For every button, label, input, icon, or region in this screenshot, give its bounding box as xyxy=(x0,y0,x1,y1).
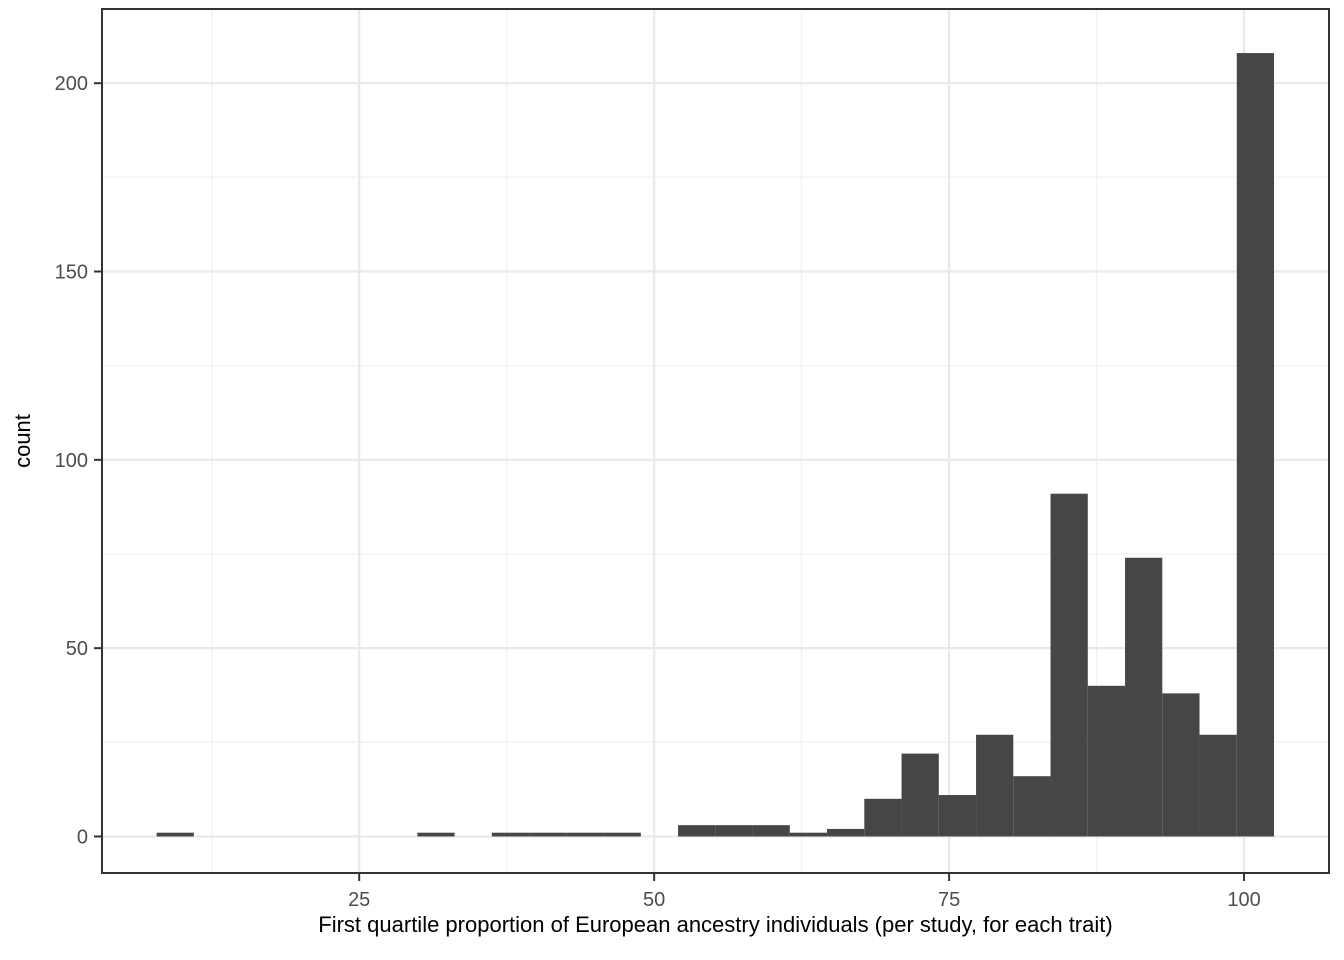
histogram-bar xyxy=(752,825,790,837)
histogram-bar xyxy=(566,832,604,837)
x-tick-label: 25 xyxy=(348,889,370,911)
x-tick-label: 75 xyxy=(938,889,960,911)
histogram-bar xyxy=(827,828,865,837)
histogram-bar xyxy=(715,825,753,837)
histogram-bar xyxy=(1050,493,1088,837)
x-axis-title: First quartile proportion of European an… xyxy=(318,912,1113,937)
histogram-bar xyxy=(1162,693,1200,837)
histogram-bar xyxy=(1013,776,1051,837)
y-tick-label: 0 xyxy=(77,826,88,848)
y-tick-label: 100 xyxy=(55,450,88,472)
histogram-bar xyxy=(938,795,977,837)
histogram-bar xyxy=(901,753,939,837)
y-tick-label: 150 xyxy=(55,262,88,284)
y-tick-label: 50 xyxy=(66,638,88,660)
histogram-bar xyxy=(529,832,567,837)
y-axis-title: count xyxy=(10,414,35,468)
histogram-bar xyxy=(789,832,828,837)
histogram-bar xyxy=(1236,53,1275,837)
histogram-bar xyxy=(1199,734,1237,837)
histogram-bar xyxy=(156,832,194,837)
x-tick-label: 100 xyxy=(1227,889,1260,911)
panel-border xyxy=(101,8,1330,874)
histogram-bar xyxy=(417,832,455,837)
histogram-bar xyxy=(678,825,716,837)
histogram-bar xyxy=(976,734,1014,837)
y-tick-label: 200 xyxy=(55,73,88,95)
x-tick-label: 50 xyxy=(643,889,665,911)
histogram-bar xyxy=(603,832,641,837)
histogram-bar xyxy=(1125,557,1163,837)
histogram-bar xyxy=(491,832,530,837)
histogram-bar xyxy=(864,798,902,837)
histogram-bar xyxy=(1087,685,1126,837)
